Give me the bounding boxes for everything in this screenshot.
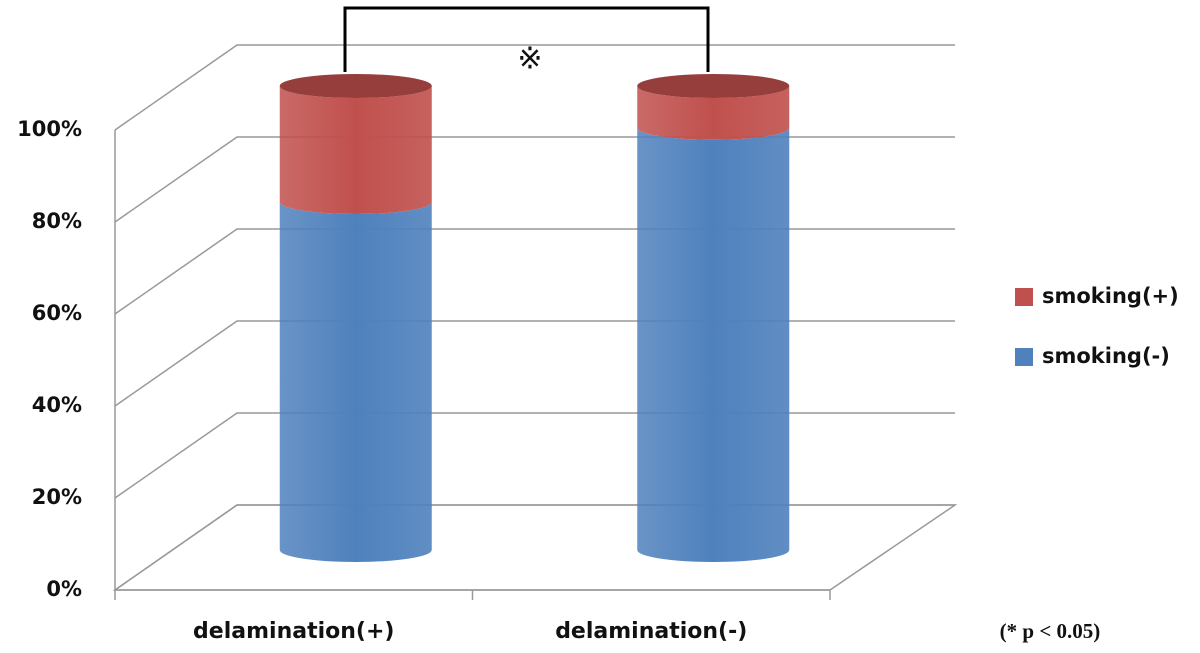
- grid-line: [114, 504, 955, 591]
- y-tick-label: 60%: [32, 301, 82, 325]
- legend: smoking(+) smoking(-): [1015, 284, 1179, 368]
- bar-segment: [279, 86, 432, 214]
- legend-label: smoking(+): [1042, 284, 1179, 308]
- grid-line: [114, 320, 955, 407]
- significance-mark: ※: [517, 42, 542, 77]
- bar-segment: [637, 86, 790, 140]
- cylinder-top-shade: [637, 74, 790, 98]
- x-tick-label: delamination(+): [193, 619, 394, 644]
- grid-line: [114, 136, 955, 223]
- y-tick-label: 40%: [32, 393, 82, 417]
- p-value-note: (* p < 0.05): [1000, 619, 1101, 643]
- bar-segment: [637, 127, 790, 562]
- y-tick-label: 80%: [32, 209, 82, 233]
- legend-label: smoking(-): [1042, 344, 1170, 368]
- axes: 0% 20% 40% 60% 80% 100% delamination(+) delamin…: [17, 44, 958, 644]
- grid-line: [114, 412, 955, 499]
- bar-segment: [279, 202, 432, 562]
- y-tick-label: 100%: [17, 117, 82, 141]
- x-tick-label: delamination(-): [555, 619, 747, 644]
- cylinder-top: [279, 74, 432, 98]
- grid-line: [114, 44, 955, 131]
- significance-bracket: [343, 6, 710, 72]
- legend-swatch: [1015, 288, 1033, 306]
- y-tick-label: 20%: [32, 485, 82, 509]
- grid-line: [114, 228, 955, 315]
- bars: [279, 74, 790, 562]
- floor: [112, 504, 958, 591]
- y-tick-label: 0%: [46, 577, 82, 601]
- legend-swatch: [1015, 348, 1033, 366]
- cylinder-top: [637, 74, 790, 98]
- cylinder-top-shade: [279, 74, 432, 98]
